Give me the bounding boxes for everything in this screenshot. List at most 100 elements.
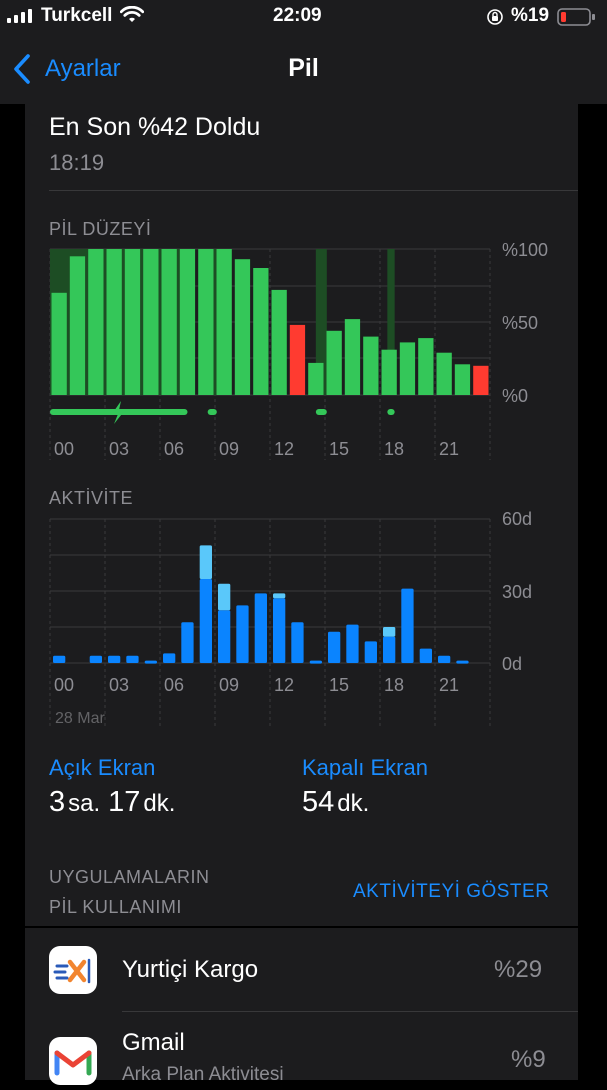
battery-level-chart: %100 %50 %0 00 03 06 09 12 15 18 21 [49, 240, 548, 460]
battery-level-bar [216, 249, 232, 395]
app-usage-list [25, 928, 578, 1080]
activity-x-tick-09: 09 [219, 675, 239, 695]
battery-summary-card [25, 104, 578, 926]
wifi-icon [120, 6, 144, 22]
screen-on-minutes-unit: dk. [143, 790, 176, 817]
screen-on-activity-bar [456, 660, 469, 664]
screen-on-activity-bar [309, 660, 322, 664]
battery-x-tick-09: 09 [219, 439, 239, 459]
screen-off-activity-bar [199, 545, 212, 579]
battery-x-tick-15: 15 [329, 439, 349, 459]
screen-off-activity-bar [218, 583, 231, 611]
battery-level-bar [436, 352, 452, 395]
screen-on-label: Açık Ekran [49, 755, 156, 780]
battery-level-bar [143, 249, 159, 395]
activity-x-tick-12: 12 [274, 675, 294, 695]
activity-x-tick-18: 18 [384, 675, 404, 695]
battery-x-tick-00: 00 [54, 439, 74, 459]
activity-y-tick-60: 60d [502, 509, 532, 529]
battery-level-bar [399, 342, 416, 395]
screen-on-hours-unit: sa. [68, 790, 101, 817]
navigation-bar: Ayarlar Pil [0, 34, 607, 104]
battery-level-bar [473, 365, 489, 395]
chevron-left-icon[interactable] [12, 54, 32, 84]
battery-level-bar [454, 364, 471, 395]
last-charge-time: 18:19 [49, 150, 105, 175]
screen-on-activity-bar [438, 655, 451, 663]
usage-header-line2: PİL KULLANIMI [49, 897, 182, 917]
yurtici-kargo-app-icon [49, 946, 97, 994]
battery-x-tick-03: 03 [109, 439, 129, 459]
charging-indicator [207, 409, 217, 415]
battery-level-bar [271, 289, 287, 395]
battery-y-tick-100: %100 [502, 240, 548, 260]
divider [49, 190, 578, 191]
battery-x-tick-18: 18 [384, 439, 404, 459]
screen-on-activity-bar [254, 593, 267, 663]
screen-on-activity-bar [291, 622, 304, 663]
battery-level-bar [88, 249, 104, 395]
screen-on-hours: 3 [49, 786, 66, 818]
battery-level-bar [179, 249, 196, 395]
screen-on-activity-bar [236, 605, 249, 663]
screen-on-activity-bar [199, 579, 212, 663]
charging-indicator [387, 409, 395, 415]
battery-level-bar [344, 319, 361, 395]
divider [122, 1011, 578, 1012]
page-title: Pil [288, 54, 319, 82]
status-bar: Turkcell 22:09 %19 [0, 0, 607, 34]
battery-level-bar [69, 256, 86, 395]
battery-x-tick-12: 12 [274, 439, 294, 459]
activity-x-tick-00: 00 [54, 675, 74, 695]
activity-y-tick-0: 0d [502, 654, 522, 674]
screen-on-activity-bar [181, 622, 194, 663]
battery-chart-title: PİL DÜZEYİ [49, 219, 152, 239]
battery-x-tick-06: 06 [164, 439, 184, 459]
orientation-lock-icon [487, 9, 503, 25]
battery-level-bar [418, 338, 434, 395]
clock: 22:09 [273, 5, 322, 26]
charging-indicator [315, 409, 327, 415]
screen-off-activity-bar [383, 627, 396, 637]
cellular-signal-icon [7, 9, 32, 23]
battery-level-bar [161, 249, 177, 395]
screen-on-activity-bar [419, 648, 432, 663]
screen-off-label: Kapalı Ekran [302, 755, 428, 780]
screen-off-value: 54 dk. [302, 786, 369, 819]
show-activity-button[interactable]: AKTİVİTEYİ GÖSTER [353, 881, 550, 902]
app-percent-gmail: %9 [511, 1046, 546, 1073]
gmail-app-icon [49, 1037, 97, 1085]
screen-on-activity-bar [163, 653, 176, 663]
screen-on-activity-bar [346, 624, 359, 663]
battery-level-bar [253, 268, 269, 395]
battery-x-tick-21: 21 [439, 439, 459, 459]
battery-y-tick-0: %0 [502, 386, 528, 406]
app-name-gmail: Gmail [122, 1029, 185, 1056]
activity-chart-title: AKTİVİTE [49, 488, 134, 508]
screen-on-minutes: 17 [108, 786, 141, 818]
carrier-name: Turkcell [41, 5, 113, 26]
battery-level-bar [124, 249, 141, 395]
battery-level-bar [308, 362, 324, 395]
battery-level-bar [234, 259, 251, 395]
battery-y-tick-50: %50 [502, 313, 538, 333]
screen-off-minutes: 54 [302, 786, 335, 818]
app-row-gmail[interactable] [25, 1012, 578, 1080]
back-button[interactable]: Ayarlar [45, 55, 121, 82]
screen-off-activity-bar [273, 593, 286, 599]
screen-on-activity-bar [53, 655, 66, 663]
last-charge-title: En Son %42 Doldu [49, 113, 261, 141]
activity-x-tick-21: 21 [439, 675, 459, 695]
app-name-yurtici-kargo: Yurtiçi Kargo [122, 956, 259, 983]
battery-icon [557, 8, 595, 26]
screen-on-activity-bar [364, 641, 377, 663]
screen-on-activity-bar [383, 636, 396, 663]
activity-y-tick-30: 30d [502, 582, 532, 602]
app-subtitle-gmail: Arka Plan Aktivitesi [122, 1064, 284, 1085]
screen-on-activity-bar [108, 655, 121, 663]
screen-on-activity-bar [218, 610, 231, 663]
charging-bolt-icon [112, 401, 125, 424]
screen-off-minutes-unit: dk. [337, 790, 370, 817]
battery-level-bar [51, 292, 67, 395]
usage-header-line1: UYGULAMALARIN [49, 867, 210, 887]
